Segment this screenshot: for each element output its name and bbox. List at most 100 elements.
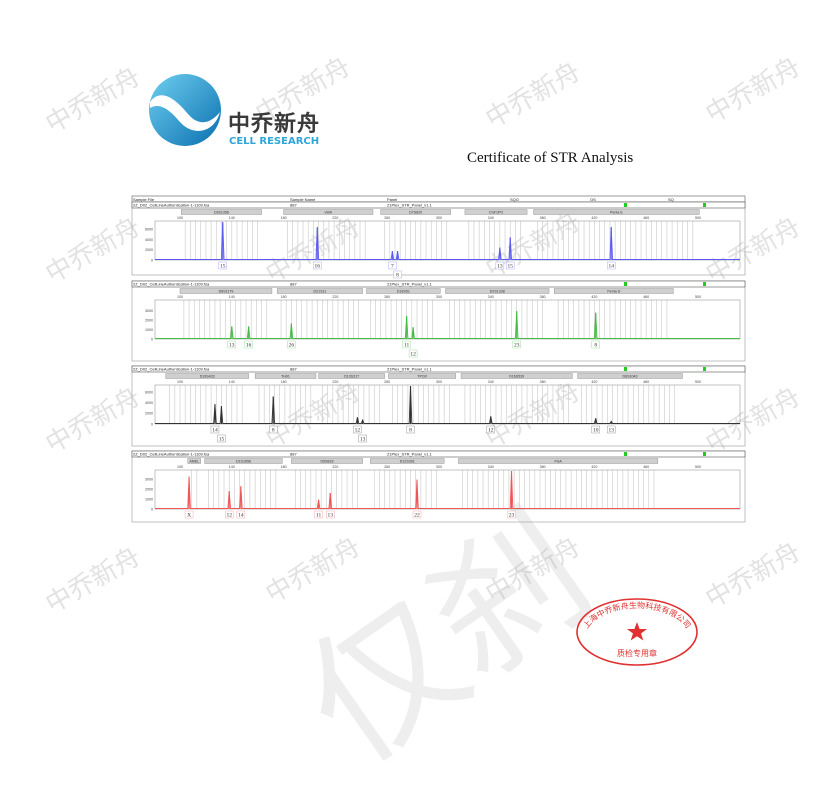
quality-inspection-seal: 上海中乔新舟生物科技有限公司 质检专用章: [576, 598, 698, 666]
locus-name: vWA: [325, 210, 333, 214]
allele-call-box[interactable]: [210, 425, 220, 434]
y-tick-label: 6000: [145, 391, 153, 395]
x-tick-label: 260: [384, 295, 390, 299]
signal-trace: [155, 221, 740, 260]
sample-row: [131, 450, 746, 458]
allele-call-box[interactable]: [314, 510, 323, 519]
allele-call-box[interactable]: [287, 340, 296, 349]
sample-file: 2Z_D02_CellLineAuthentication-1-1109.fsa: [133, 282, 210, 287]
sample-row: [131, 280, 746, 288]
allele-call-box[interactable]: [507, 510, 516, 519]
allele-call-box[interactable]: [225, 510, 234, 519]
x-tick-label: 260: [384, 465, 390, 469]
allele-call-box[interactable]: [358, 434, 367, 443]
x-tick-label: 140: [229, 295, 235, 299]
locus-marker[interactable]: [380, 209, 451, 215]
x-tick-label: 420: [591, 295, 597, 299]
x-tick-label: 300: [436, 380, 442, 384]
allele-call: 13: [229, 342, 235, 348]
svg-text:质检专用章: 质检专用章: [617, 648, 657, 658]
allele-call-box[interactable]: [486, 425, 495, 434]
x-tick-label: 420: [591, 465, 597, 469]
x-tick-label: 300: [436, 216, 442, 220]
allele-call-box[interactable]: [408, 349, 418, 358]
locus-marker[interactable]: [464, 209, 528, 215]
locus-marker[interactable]: [370, 458, 445, 464]
allele-call-box[interactable]: [313, 261, 322, 270]
locus-name: CSF1PO: [489, 210, 504, 214]
locus-marker[interactable]: [318, 373, 385, 379]
locus-marker[interactable]: [181, 209, 262, 215]
allele-call: 12: [488, 427, 494, 433]
sample-file: 2Z_D02_CellLineAuthentication-1-1109.fsa: [133, 367, 210, 372]
x-tick-label: 180: [281, 380, 287, 384]
dye-panel: 2Z_D02_CellLineAuthentication-1-1109.fsa…: [131, 280, 746, 362]
locus-name: Penta D: [607, 289, 620, 293]
locus-name: FGA: [554, 459, 562, 463]
locus-marker[interactable]: [276, 288, 363, 294]
allele-call: 14: [212, 427, 218, 433]
y-tick-label: 2000: [145, 412, 153, 416]
y-tick-label: 6000: [145, 227, 153, 231]
locus-marker[interactable]: [165, 373, 249, 379]
sample-name: 887: [290, 452, 297, 457]
locus-marker[interactable]: [187, 458, 201, 464]
sample-name: 887: [290, 203, 297, 208]
allele-call: 13: [360, 436, 366, 442]
allele-call-box[interactable]: [217, 434, 226, 443]
panel-name: 21Plex_STR_Panel_v1.1: [387, 203, 432, 208]
allele-call: 14: [608, 263, 614, 269]
locus-name: D3S1358: [214, 210, 229, 214]
locus-marker[interactable]: [445, 288, 550, 294]
allele-call: 14: [238, 512, 244, 518]
allele-call-box[interactable]: [412, 510, 422, 519]
os-status-indicator: [624, 282, 627, 286]
locus-name: D21S11: [313, 289, 326, 293]
allele-call-box[interactable]: [506, 261, 515, 270]
allele-call: 8: [594, 342, 597, 348]
locus-marker[interactable]: [204, 458, 283, 464]
locus-marker[interactable]: [577, 373, 683, 379]
sample-name: 887: [290, 367, 297, 372]
locus-name: D13S317: [344, 374, 359, 378]
allele-call-box[interactable]: [388, 261, 397, 270]
allele-call-box[interactable]: [269, 425, 278, 434]
sample-row: [131, 201, 746, 209]
header-row: [131, 195, 746, 203]
locus-marker[interactable]: [291, 458, 363, 464]
x-tick-label: 220: [332, 216, 338, 220]
x-tick-label: 460: [643, 295, 649, 299]
locus-marker[interactable]: [179, 288, 273, 294]
locus-marker[interactable]: [254, 373, 317, 379]
allele-call-box[interactable]: [406, 425, 415, 434]
allele-call-box[interactable]: [591, 340, 600, 349]
allele-call-box[interactable]: [326, 510, 335, 519]
allele-call-box[interactable]: [607, 425, 616, 434]
x-tick-label: 220: [332, 380, 338, 384]
allele-call-box[interactable]: [607, 261, 616, 270]
allele-call-box[interactable]: [393, 270, 402, 279]
y-tick-label: 0: [151, 422, 153, 426]
allele-call-box[interactable]: [495, 261, 505, 270]
allele-call-box[interactable]: [218, 261, 227, 270]
allele-call-box[interactable]: [236, 510, 246, 519]
y-tick-label: 2000: [145, 318, 153, 322]
locus-marker[interactable]: [366, 288, 441, 294]
x-tick-label: 180: [281, 295, 287, 299]
locus-marker[interactable]: [283, 209, 374, 215]
str-electropherogram-report: Sample File Sample Name Panel SQO OS SQ2Z_D02…: [131, 195, 746, 523]
locus-marker[interactable]: [388, 373, 457, 379]
allele-call-box[interactable]: [402, 340, 411, 349]
locus-marker[interactable]: [460, 373, 573, 379]
x-tick-label: 220: [332, 295, 338, 299]
allele-call-box[interactable]: [591, 425, 600, 434]
locus-marker[interactable]: [554, 288, 674, 294]
locus-marker[interactable]: [458, 458, 659, 464]
locus-marker[interactable]: [533, 209, 700, 215]
allele-call-box[interactable]: [184, 510, 194, 519]
allele-call-box[interactable]: [512, 340, 521, 349]
x-tick-label: 500: [695, 380, 701, 384]
allele-call-box[interactable]: [244, 340, 253, 349]
allele-call-box[interactable]: [227, 340, 237, 349]
allele-call-box[interactable]: [353, 425, 362, 434]
